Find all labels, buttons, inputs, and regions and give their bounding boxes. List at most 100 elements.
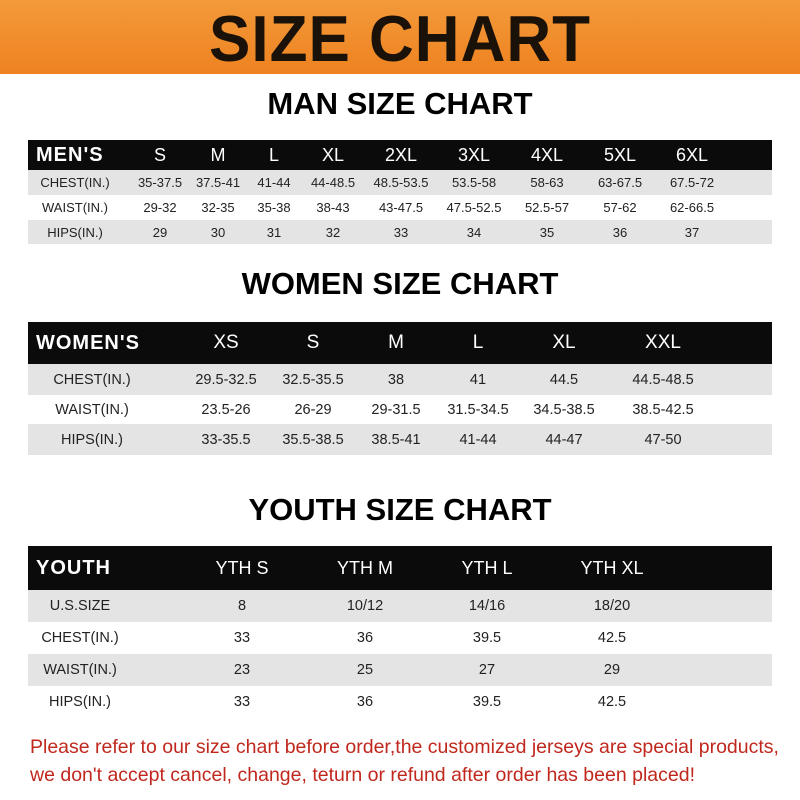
measurement-value: 8 <box>237 598 247 614</box>
measurement-value: 25 <box>356 662 374 678</box>
measurement-value: 32-35 <box>201 200 235 215</box>
men-size-header: S <box>153 144 167 165</box>
women-table-row: HIPS(IN.) 33-35.5 35.5-38.5 38.5-41 41-44 44-… <box>28 424 772 455</box>
measurement-value: 37 <box>684 224 700 240</box>
measurement-value: 44-47 <box>545 431 583 448</box>
youth-header-row: YOUTH YTH S YTH M YTH L YTH XL <box>28 546 772 590</box>
youth-size-table: YOUTH YTH S YTH M YTH L YTH XL U.S.SIZE 8 10/12… <box>28 546 772 718</box>
measurement-value: 44.5 <box>549 371 579 388</box>
measurement-value: 62-66.5 <box>669 200 715 215</box>
measurement-value: 34.5-38.5 <box>533 401 595 418</box>
measurement-value: 30 <box>210 224 226 240</box>
measurement-label: HIPS(IN.) <box>47 224 103 240</box>
measurement-value: 42.5 <box>597 630 627 646</box>
women-header-row: WOMEN'S XS S M L XL XXL <box>28 322 772 364</box>
measurement-label: WAIST(IN.) <box>42 200 108 215</box>
youth-size-header: YTH M <box>337 557 393 578</box>
youth-table-row: HIPS(IN.) 33 36 39.5 42.5 <box>28 686 772 718</box>
women-size-header: XL <box>552 332 576 353</box>
women-size-table: WOMEN'S XS S M L XL XXL CHEST(IN.) 29.5-32.5 32.5… <box>28 322 772 455</box>
measurement-value: 48.5-53.5 <box>373 175 429 190</box>
youth-size-header: YTH S <box>215 557 269 578</box>
measurement-value: 29-32 <box>143 200 177 215</box>
measurement-value: 23.5-26 <box>201 401 251 418</box>
measurement-value: 18/20 <box>593 598 631 614</box>
measurement-value: 29 <box>152 224 168 240</box>
men-header-row: MEN'S S M L XL 2XL 3XL 4XL 5XL 6XL <box>28 140 772 170</box>
measurement-value: 57-62 <box>603 200 637 215</box>
youth-table-row: CHEST(IN.) 33 36 39.5 42.5 <box>28 622 772 654</box>
measurement-value: 36 <box>612 224 628 240</box>
measurement-value: 44-48.5 <box>310 175 356 190</box>
measurement-value: 41-44 <box>257 175 291 190</box>
measurement-label: CHEST(IN.) <box>53 371 131 388</box>
measurement-label: CHEST(IN.) <box>40 175 110 190</box>
men-size-table: MEN'S S M L XL 2XL 3XL 4XL 5XL 6XL CHEST(IN.) 35-37… <box>28 140 772 244</box>
men-size-header: 5XL <box>603 144 637 165</box>
measurement-value: 10/12 <box>346 598 384 614</box>
youth-table-row: WAIST(IN.) 23 25 27 29 <box>28 654 772 686</box>
measurement-label: WAIST(IN.) <box>43 662 117 678</box>
measurement-value: 36 <box>356 630 374 646</box>
notice-line-2: we don't accept cancel, change, teturn o… <box>30 764 695 786</box>
youth-table-label: YOUTH <box>36 556 111 579</box>
men-size-header: 3XL <box>457 144 491 165</box>
measurement-value: 31.5-34.5 <box>447 401 509 418</box>
women-size-header: L <box>472 332 484 353</box>
women-size-header: S <box>306 332 320 353</box>
measurement-value: 27 <box>478 662 496 678</box>
measurement-value: 33 <box>393 224 409 240</box>
measurement-value: 33 <box>233 630 251 646</box>
measurement-value: 41 <box>469 371 487 388</box>
banner-title: SIZE CHART <box>209 3 591 76</box>
measurement-value: 32 <box>325 224 341 240</box>
men-size-header: M <box>210 144 226 165</box>
men-size-header: 4XL <box>530 144 564 165</box>
measurement-value: 41-44 <box>459 431 497 448</box>
measurement-value: 29 <box>603 662 621 678</box>
measurement-value: 26-29 <box>294 401 332 418</box>
measurement-value: 58-63 <box>530 175 564 190</box>
measurement-value: 39.5 <box>472 630 502 646</box>
measurement-value: 47-50 <box>644 431 682 448</box>
measurement-value: 36 <box>356 694 374 710</box>
women-size-header: XXL <box>645 332 681 353</box>
measurement-value: 47.5-52.5 <box>446 200 502 215</box>
youth-table-row: U.S.SIZE 8 10/12 14/16 18/20 <box>28 590 772 622</box>
youth-section-title: YOUTH SIZE CHART <box>248 492 552 527</box>
men-table-row: CHEST(IN.) 35-37.5 37.5-41 41-44 44-48.5 48.5… <box>28 170 772 195</box>
measurement-value: 43-47.5 <box>378 200 424 215</box>
measurement-value: 35 <box>539 224 555 240</box>
men-size-header: L <box>268 144 280 165</box>
measurement-value: 52.5-57 <box>524 200 570 215</box>
measurement-value: 31 <box>266 224 282 240</box>
measurement-value: 38.5-41 <box>371 431 421 448</box>
measurement-value: 42.5 <box>597 694 627 710</box>
measurement-label: HIPS(IN.) <box>48 694 112 710</box>
measurement-value: 38.5-42.5 <box>632 401 694 418</box>
men-size-header: 6XL <box>675 144 709 165</box>
measurement-value: 14/16 <box>468 598 506 614</box>
measurement-value: 38 <box>387 371 405 388</box>
measurement-value: 39.5 <box>472 694 502 710</box>
measurement-label: HIPS(IN.) <box>60 431 124 448</box>
measurement-value: 44.5-48.5 <box>632 371 694 388</box>
women-table-row: WAIST(IN.) 23.5-26 26-29 29-31.5 31.5-34.5 34… <box>28 395 772 424</box>
youth-size-header: YTH L <box>461 557 513 578</box>
measurement-value: 53.5-58 <box>451 175 497 190</box>
men-size-header: 2XL <box>384 144 418 165</box>
men-size-header: XL <box>321 144 345 165</box>
measurement-value: 35-37.5 <box>137 175 183 190</box>
measurement-value: 32.5-35.5 <box>282 371 344 388</box>
measurement-value: 67.5-72 <box>669 175 715 190</box>
measurement-value: 34 <box>466 224 482 240</box>
measurement-value: 38-43 <box>316 200 350 215</box>
men-table-row: WAIST(IN.) 29-32 32-35 35-38 38-43 43-47.5 47.… <box>28 195 772 220</box>
measurement-label: CHEST(IN.) <box>41 630 119 646</box>
measurement-value: 35.5-38.5 <box>282 431 344 448</box>
women-size-header: M <box>388 332 404 353</box>
measurement-label: WAIST(IN.) <box>55 401 129 418</box>
women-section-title: WOMEN SIZE CHART <box>241 266 559 301</box>
men-table-row: HIPS(IN.) 29 30 31 32 33 34 35 36 37 <box>28 220 772 244</box>
